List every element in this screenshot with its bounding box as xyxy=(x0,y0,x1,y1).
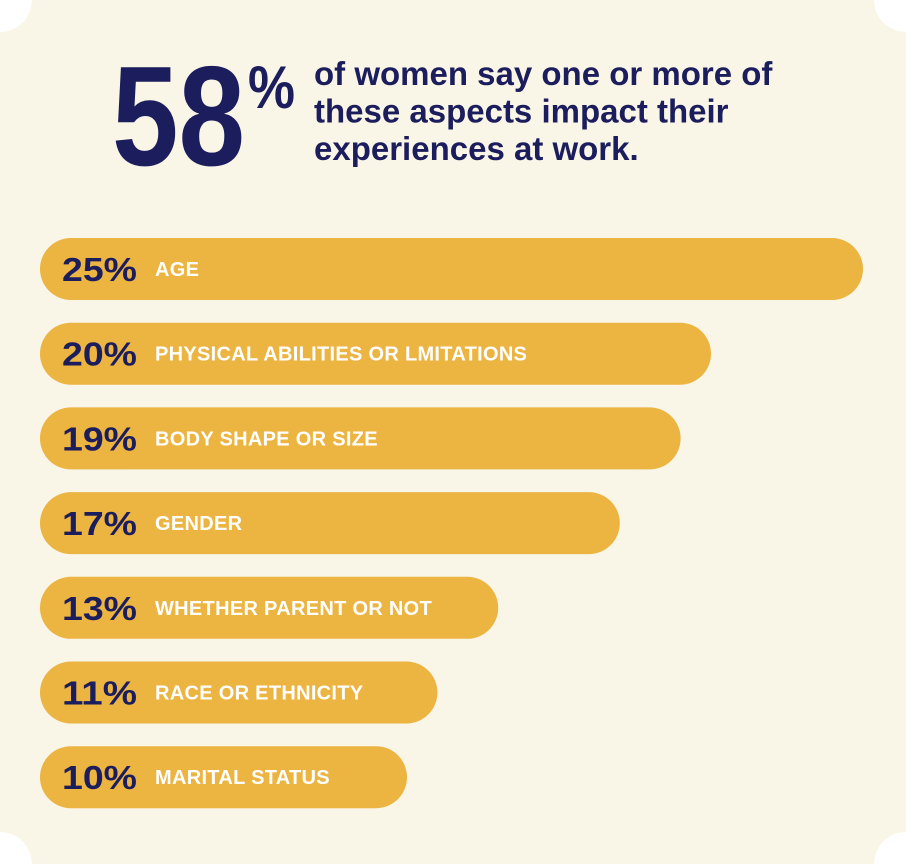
category-label: WHETHER PARENT OR NOT xyxy=(155,598,432,620)
value-label: 19% xyxy=(62,420,137,457)
bar xyxy=(40,492,620,555)
headline-line: experiences at work. xyxy=(314,130,639,167)
value-label: 11% xyxy=(62,675,137,712)
category-label: BODY SHAPE OR SIZE xyxy=(155,428,378,450)
value-label: 13% xyxy=(62,590,137,627)
bar xyxy=(40,661,438,724)
headline-symbol: % xyxy=(248,54,295,121)
category-label: PHYSICAL ABILITIES OR LMITATIONS xyxy=(155,344,527,366)
value-label: 20% xyxy=(62,336,137,373)
bar xyxy=(40,407,681,470)
category-label: RACE OR ETHNICITY xyxy=(155,683,364,705)
bar xyxy=(40,746,407,809)
value-label: 17% xyxy=(62,505,137,542)
category-label: GENDER xyxy=(155,513,243,535)
bar xyxy=(40,238,863,300)
bars: 25% AGE 20% PHYSICAL ABILITIES OR LMITATION… xyxy=(40,238,863,809)
headline-line: these aspects impact their xyxy=(314,93,729,130)
bar xyxy=(40,576,499,639)
value-label: 10% xyxy=(62,759,137,796)
headline-line: of women say one or more of xyxy=(314,55,773,92)
category-label: MARITAL STATUS xyxy=(155,767,330,789)
value-label: 25% xyxy=(62,251,137,288)
category-label: AGE xyxy=(155,259,199,281)
headline-number: 58 xyxy=(112,37,245,196)
bar xyxy=(40,322,711,385)
